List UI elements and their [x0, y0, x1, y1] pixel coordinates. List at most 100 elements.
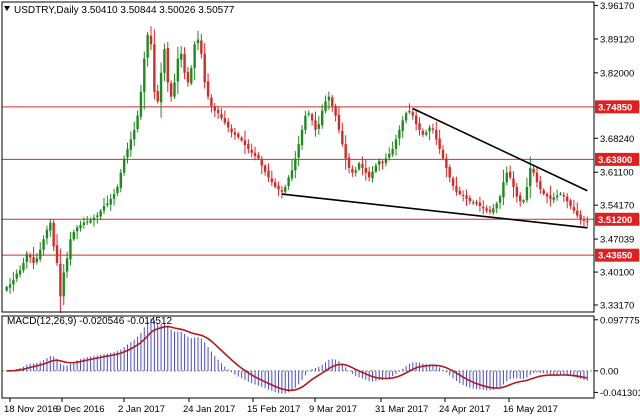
candle-up: [304, 115, 307, 130]
candle-up: [354, 170, 357, 173]
candle-up: [559, 194, 562, 196]
x-tick-label: 24 Apr 2017: [439, 404, 490, 415]
candle-down: [482, 206, 485, 209]
candle-down: [431, 128, 435, 130]
candle-up: [196, 39, 200, 44]
y-tick-label: 3.82000: [600, 68, 634, 79]
candle-down: [243, 140, 247, 146]
candle-down: [250, 149, 253, 153]
candle-up: [552, 197, 555, 200]
x-tick-label: 15 Feb 2017: [247, 404, 300, 415]
candle-down: [237, 133, 240, 138]
level-tag-label: 3.63800: [598, 155, 632, 166]
candle-down: [488, 209, 492, 212]
y-tick-label: 3.54170: [600, 201, 634, 212]
candle-up: [290, 170, 294, 179]
candle-up: [287, 177, 290, 187]
candle-down: [156, 90, 159, 102]
candle-up: [18, 270, 22, 275]
macd-panel-frame: [1, 315, 595, 399]
candle-down: [508, 171, 512, 178]
x-tick-label: 16 May 2017: [503, 404, 558, 415]
candle-up: [317, 124, 321, 129]
candle-up: [357, 163, 361, 170]
candle-up: [139, 91, 143, 117]
candle-up: [5, 286, 8, 291]
y-tick-label: 3.40100: [600, 268, 634, 279]
candle-down: [28, 254, 32, 258]
candle-up: [176, 58, 180, 82]
candle-up: [79, 224, 82, 229]
candle-down: [421, 130, 425, 135]
candle-up: [35, 258, 39, 263]
candle-up: [384, 158, 388, 164]
x-tick-label: 24 Jan 2017: [183, 404, 235, 415]
candle-down: [518, 195, 522, 202]
price-panel-frame: [1, 1, 595, 313]
candle-up: [136, 115, 139, 129]
candle-up: [529, 167, 532, 187]
candle-down: [331, 97, 334, 107]
level-tag: [595, 212, 639, 226]
macd-y-tick-label: -0.041301: [600, 388, 640, 399]
candle-down: [512, 178, 515, 187]
candle-up: [388, 153, 391, 158]
level-tag: [595, 248, 639, 262]
candle-down: [351, 168, 354, 173]
candle-down: [260, 159, 263, 166]
candle-up: [472, 202, 475, 204]
level-tag: [595, 152, 639, 166]
candle-down: [226, 121, 230, 128]
candle-up: [8, 284, 12, 288]
candle-up: [86, 221, 89, 223]
macd-label: MACD(12,26,9) -0.020546 -0.014512: [7, 316, 173, 327]
candle-down: [465, 195, 468, 199]
level-tag: [595, 100, 639, 114]
candle-down: [186, 71, 190, 83]
candle-down: [539, 181, 542, 190]
candle-up: [82, 222, 86, 225]
candle-down: [545, 194, 549, 197]
candle-down: [468, 197, 472, 202]
y-tick-label: 3.96170: [600, 1, 634, 12]
candle-up: [428, 127, 431, 132]
candle-down: [451, 178, 455, 187]
candle-down: [347, 157, 351, 168]
candle-up: [143, 58, 146, 92]
candle-down: [485, 208, 488, 211]
candle-up: [45, 229, 49, 239]
candle-up: [75, 227, 79, 232]
candle-up: [378, 160, 381, 165]
candle-up: [89, 220, 92, 223]
candle-down: [478, 202, 482, 206]
candle-up: [106, 203, 109, 206]
candle-down: [582, 220, 586, 222]
candle-up: [398, 129, 401, 139]
macd-y-tick-label: 0.097775: [600, 315, 640, 326]
candle-down: [203, 53, 206, 83]
candle-down: [562, 195, 566, 197]
candle-down: [572, 206, 576, 211]
candle-down: [515, 186, 519, 197]
y-tick-label: 3.33170: [600, 301, 634, 312]
candle-down: [461, 195, 465, 197]
candle-up: [401, 120, 404, 131]
candle-up: [133, 129, 136, 140]
candle-down: [438, 138, 441, 149]
candle-down: [310, 114, 314, 121]
candle-down: [240, 137, 243, 141]
candle-down: [448, 166, 451, 178]
candle-up: [404, 113, 408, 121]
candle-up: [92, 217, 96, 221]
candle-down: [220, 114, 223, 119]
candle-up: [42, 239, 45, 250]
candle-down: [206, 81, 210, 97]
candle-up: [65, 258, 69, 272]
candle-down: [337, 114, 341, 130]
candle-down: [230, 128, 233, 133]
candle-down: [586, 221, 589, 223]
x-tick-label: 9 Mar 2017: [309, 404, 357, 415]
candle-up: [498, 196, 502, 203]
candle-down: [414, 115, 418, 125]
